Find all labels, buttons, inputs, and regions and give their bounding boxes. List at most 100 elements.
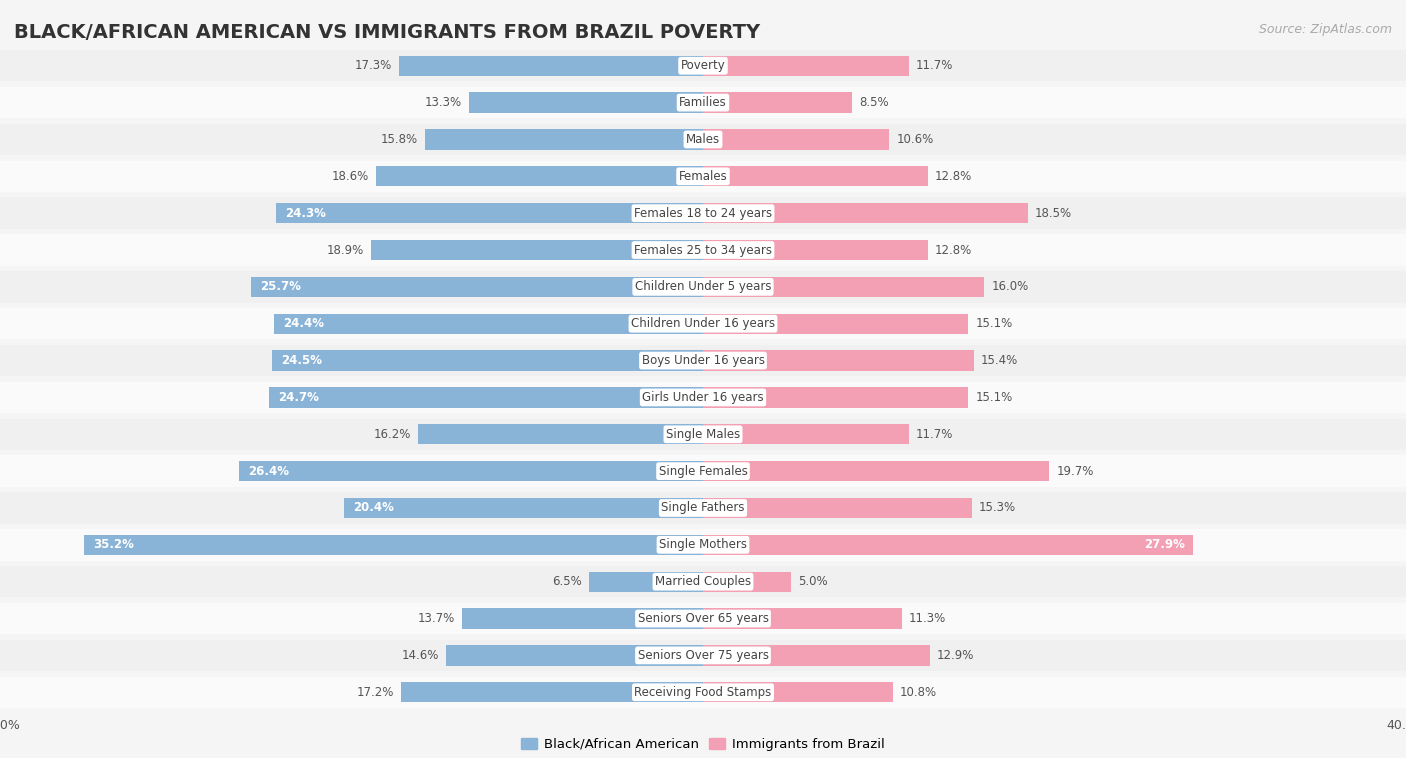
- Bar: [276, 203, 703, 224]
- Text: Single Fathers: Single Fathers: [661, 502, 745, 515]
- Bar: [703, 240, 928, 260]
- Bar: [344, 498, 703, 518]
- Text: 16.0%: 16.0%: [991, 280, 1028, 293]
- Text: 10.6%: 10.6%: [897, 133, 934, 146]
- Bar: [703, 461, 1049, 481]
- Text: 15.1%: 15.1%: [976, 317, 1012, 330]
- Bar: [84, 534, 703, 555]
- Bar: [0, 493, 1406, 524]
- Bar: [399, 55, 703, 76]
- Text: Receiving Food Stamps: Receiving Food Stamps: [634, 686, 772, 699]
- Bar: [0, 566, 1406, 597]
- Text: Seniors Over 65 years: Seniors Over 65 years: [637, 612, 769, 625]
- Text: 24.7%: 24.7%: [278, 391, 319, 404]
- Bar: [0, 124, 1406, 155]
- Bar: [419, 424, 703, 444]
- Bar: [269, 387, 703, 408]
- Bar: [375, 166, 703, 186]
- Bar: [703, 166, 928, 186]
- Bar: [703, 350, 973, 371]
- Bar: [0, 198, 1406, 229]
- Text: 35.2%: 35.2%: [93, 538, 134, 551]
- Bar: [273, 350, 703, 371]
- Text: Children Under 16 years: Children Under 16 years: [631, 317, 775, 330]
- Bar: [703, 92, 852, 113]
- Text: 25.7%: 25.7%: [260, 280, 301, 293]
- Bar: [0, 50, 1406, 81]
- Text: Males: Males: [686, 133, 720, 146]
- Text: Single Females: Single Females: [658, 465, 748, 478]
- Text: 18.5%: 18.5%: [1035, 207, 1073, 220]
- Text: 17.3%: 17.3%: [354, 59, 392, 72]
- Text: 19.7%: 19.7%: [1056, 465, 1094, 478]
- Text: 6.5%: 6.5%: [553, 575, 582, 588]
- Bar: [703, 645, 929, 666]
- Bar: [0, 345, 1406, 376]
- Text: 14.6%: 14.6%: [402, 649, 439, 662]
- Text: Children Under 5 years: Children Under 5 years: [634, 280, 772, 293]
- Text: Poverty: Poverty: [681, 59, 725, 72]
- Bar: [274, 314, 703, 334]
- Bar: [0, 308, 1406, 340]
- Bar: [703, 534, 1194, 555]
- Bar: [703, 387, 969, 408]
- Bar: [703, 424, 908, 444]
- Text: Seniors Over 75 years: Seniors Over 75 years: [637, 649, 769, 662]
- Bar: [703, 314, 969, 334]
- Bar: [703, 130, 889, 149]
- Text: Source: ZipAtlas.com: Source: ZipAtlas.com: [1258, 23, 1392, 36]
- Text: 13.3%: 13.3%: [425, 96, 463, 109]
- Bar: [703, 609, 901, 628]
- Text: 12.9%: 12.9%: [936, 649, 974, 662]
- Text: 24.4%: 24.4%: [283, 317, 323, 330]
- Text: 15.1%: 15.1%: [976, 391, 1012, 404]
- Text: Females: Females: [679, 170, 727, 183]
- Bar: [401, 682, 703, 703]
- Text: 16.2%: 16.2%: [374, 428, 412, 441]
- Text: Married Couples: Married Couples: [655, 575, 751, 588]
- Bar: [0, 529, 1406, 560]
- Bar: [425, 130, 703, 149]
- Bar: [0, 382, 1406, 413]
- Bar: [589, 572, 703, 592]
- Text: Single Males: Single Males: [666, 428, 740, 441]
- Bar: [703, 498, 972, 518]
- Bar: [252, 277, 703, 297]
- Bar: [703, 682, 893, 703]
- Text: 17.2%: 17.2%: [356, 686, 394, 699]
- Text: 26.4%: 26.4%: [247, 465, 288, 478]
- Text: Single Mothers: Single Mothers: [659, 538, 747, 551]
- Bar: [703, 277, 984, 297]
- Bar: [463, 609, 703, 628]
- Bar: [703, 55, 908, 76]
- Text: 12.8%: 12.8%: [935, 170, 972, 183]
- Text: 18.6%: 18.6%: [332, 170, 368, 183]
- Text: 24.3%: 24.3%: [285, 207, 326, 220]
- Text: 18.9%: 18.9%: [326, 243, 364, 256]
- Text: Boys Under 16 years: Boys Under 16 years: [641, 354, 765, 367]
- Text: 15.8%: 15.8%: [381, 133, 419, 146]
- Text: 13.7%: 13.7%: [418, 612, 456, 625]
- Text: BLACK/AFRICAN AMERICAN VS IMMIGRANTS FROM BRAZIL POVERTY: BLACK/AFRICAN AMERICAN VS IMMIGRANTS FRO…: [14, 23, 761, 42]
- Bar: [703, 203, 1028, 224]
- Text: 12.8%: 12.8%: [935, 243, 972, 256]
- Bar: [0, 456, 1406, 487]
- Text: 24.5%: 24.5%: [281, 354, 322, 367]
- Text: 15.3%: 15.3%: [979, 502, 1017, 515]
- Text: 11.7%: 11.7%: [915, 59, 953, 72]
- Bar: [0, 677, 1406, 708]
- Text: 15.4%: 15.4%: [981, 354, 1018, 367]
- Bar: [239, 461, 703, 481]
- Legend: Black/African American, Immigrants from Brazil: Black/African American, Immigrants from …: [516, 732, 890, 756]
- Text: 11.3%: 11.3%: [908, 612, 946, 625]
- Bar: [0, 87, 1406, 118]
- Text: Females 25 to 34 years: Females 25 to 34 years: [634, 243, 772, 256]
- Bar: [0, 640, 1406, 671]
- Text: 27.9%: 27.9%: [1143, 538, 1184, 551]
- Bar: [447, 645, 703, 666]
- Text: 10.8%: 10.8%: [900, 686, 936, 699]
- Text: Females 18 to 24 years: Females 18 to 24 years: [634, 207, 772, 220]
- Text: Girls Under 16 years: Girls Under 16 years: [643, 391, 763, 404]
- Bar: [470, 92, 703, 113]
- Bar: [0, 161, 1406, 192]
